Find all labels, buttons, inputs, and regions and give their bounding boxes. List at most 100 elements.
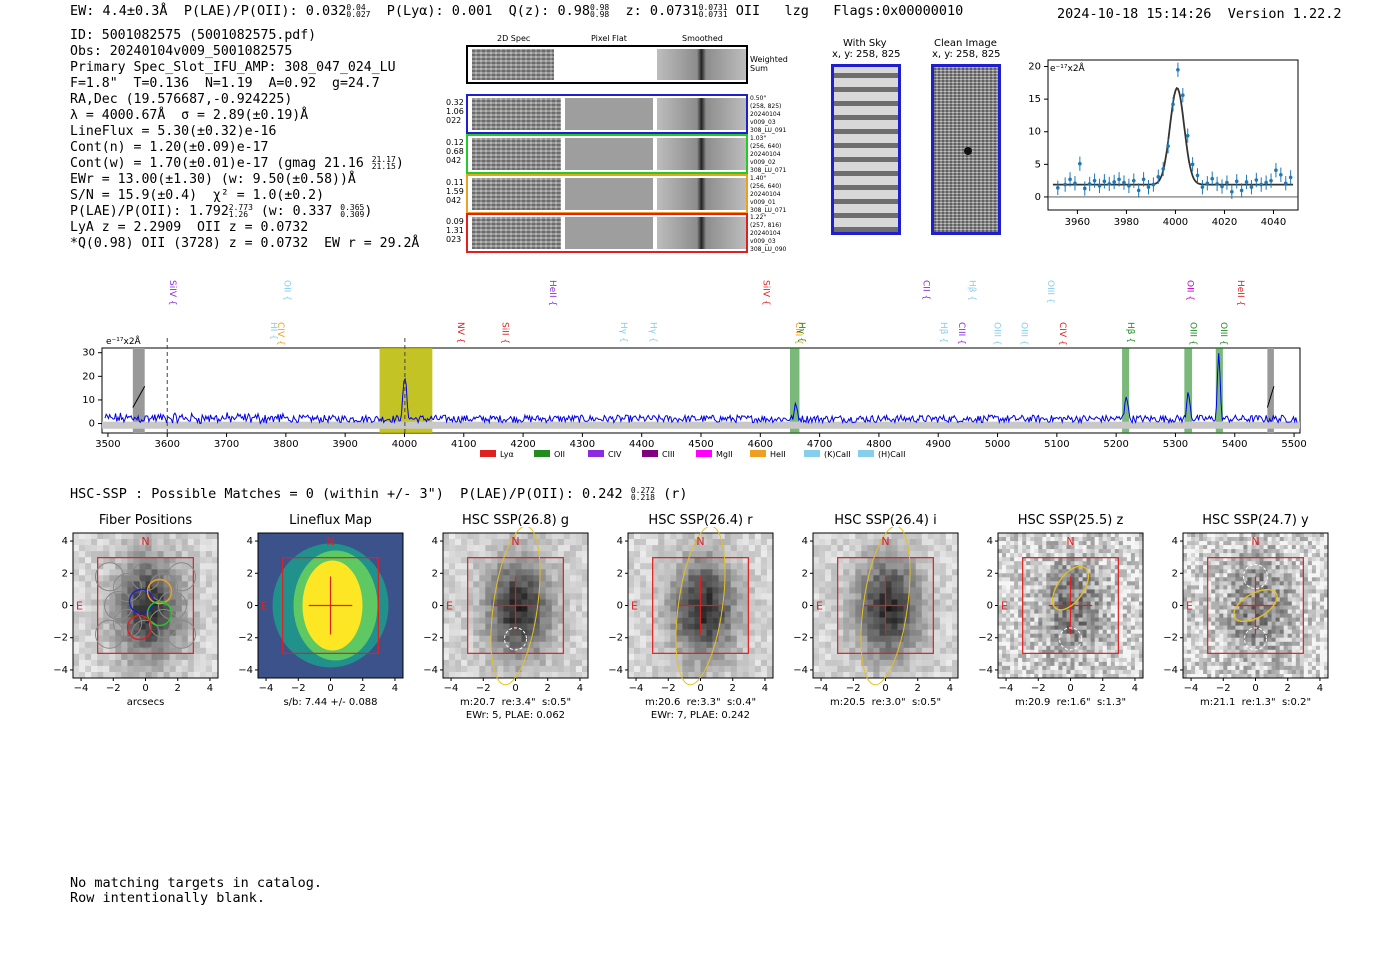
pixel	[849, 647, 856, 655]
pixel	[1231, 601, 1236, 606]
pixel	[1098, 669, 1103, 675]
pixel	[163, 569, 170, 576]
pixel	[175, 533, 182, 540]
pixel	[754, 641, 762, 649]
pixel	[1307, 569, 1313, 574]
pixel	[1014, 641, 1019, 647]
pixel	[1114, 609, 1120, 614]
line-label: OIII {	[992, 322, 1002, 346]
pixel	[748, 672, 756, 679]
pixel	[1102, 629, 1107, 634]
pixel	[1074, 674, 1079, 679]
pixel	[1006, 593, 1011, 598]
pixel	[843, 575, 850, 582]
pixel	[1010, 569, 1015, 574]
pixel	[1046, 649, 1051, 655]
pixel	[1134, 557, 1140, 562]
pixel	[670, 599, 677, 606]
pixel	[199, 623, 207, 630]
pixel	[1054, 557, 1059, 562]
pixel	[85, 635, 92, 642]
pixel	[945, 569, 953, 576]
pixel	[1235, 601, 1240, 606]
pixel	[103, 605, 110, 612]
pixel	[706, 617, 713, 624]
pixel	[676, 635, 683, 642]
zoom-marker	[1131, 178, 1136, 183]
pixel	[145, 551, 152, 558]
pixel	[879, 569, 886, 576]
pixel	[1018, 585, 1023, 590]
pixel	[1034, 537, 1039, 542]
zoom-data-point	[1097, 178, 1102, 194]
pixel	[205, 611, 213, 618]
pixel	[479, 605, 486, 612]
fiber-circle	[167, 619, 196, 649]
pixel	[557, 659, 565, 667]
pixel	[1038, 569, 1043, 574]
pixel	[1251, 557, 1256, 562]
pixel	[1010, 665, 1015, 671]
pixel	[1062, 597, 1067, 602]
pixel	[1219, 533, 1224, 538]
pixel	[1231, 541, 1236, 546]
pixel	[742, 623, 750, 630]
pixel	[724, 545, 731, 552]
pixel	[915, 641, 922, 649]
pixel	[1086, 569, 1091, 574]
pixel	[640, 611, 647, 618]
pixel	[133, 623, 140, 630]
pixel	[1291, 565, 1297, 570]
pixel	[1030, 541, 1035, 546]
pixel	[575, 533, 583, 540]
pixel	[855, 617, 862, 624]
pixel	[724, 539, 731, 546]
pixel	[187, 539, 195, 546]
pixel	[891, 545, 898, 552]
pixel	[1070, 613, 1075, 618]
pixel	[1118, 657, 1124, 663]
pixel	[1295, 613, 1301, 618]
pixel	[473, 533, 480, 540]
pixel	[1122, 589, 1128, 594]
pixel	[115, 545, 122, 552]
pixel	[449, 629, 456, 636]
pixel	[1018, 537, 1023, 542]
pixel	[1259, 545, 1264, 550]
pixel	[1311, 605, 1317, 610]
pixel	[921, 665, 929, 673]
pixel	[1042, 577, 1047, 582]
hsc-panel-caption-3: m:20.7 re:3.4" s:0.5"	[459, 697, 572, 708]
pixel	[1058, 561, 1063, 566]
pixel	[1291, 577, 1297, 582]
pixel	[1223, 581, 1228, 586]
info-plae: P(LAE)/P(OII): 1.7922.773 1.26 (w: 0.337 …	[70, 203, 373, 220]
pixel	[724, 599, 731, 606]
pixel	[181, 611, 189, 618]
pixel	[467, 575, 474, 582]
line-label: SiIV {	[760, 280, 770, 306]
zoom-xtick-label: 4000	[1163, 217, 1188, 228]
pixel	[1187, 617, 1192, 622]
pixel	[1054, 674, 1059, 679]
pixel	[545, 659, 552, 667]
pixel	[1066, 621, 1071, 626]
pixel	[1187, 577, 1192, 582]
pixel	[1187, 549, 1192, 554]
pixel	[563, 599, 571, 606]
pixel	[1074, 581, 1079, 586]
pixel	[455, 575, 462, 582]
pixel	[742, 659, 750, 667]
pixel	[1014, 557, 1019, 562]
pixel	[1291, 573, 1297, 578]
pixel	[1259, 589, 1264, 594]
pixel	[545, 539, 552, 546]
pixel	[1014, 617, 1019, 622]
pixel	[634, 539, 641, 546]
pixel	[1118, 669, 1124, 675]
pixel	[169, 545, 176, 552]
pixel	[1139, 629, 1144, 634]
pixel	[670, 593, 677, 600]
pixel	[1110, 669, 1116, 675]
pixel	[861, 587, 868, 594]
